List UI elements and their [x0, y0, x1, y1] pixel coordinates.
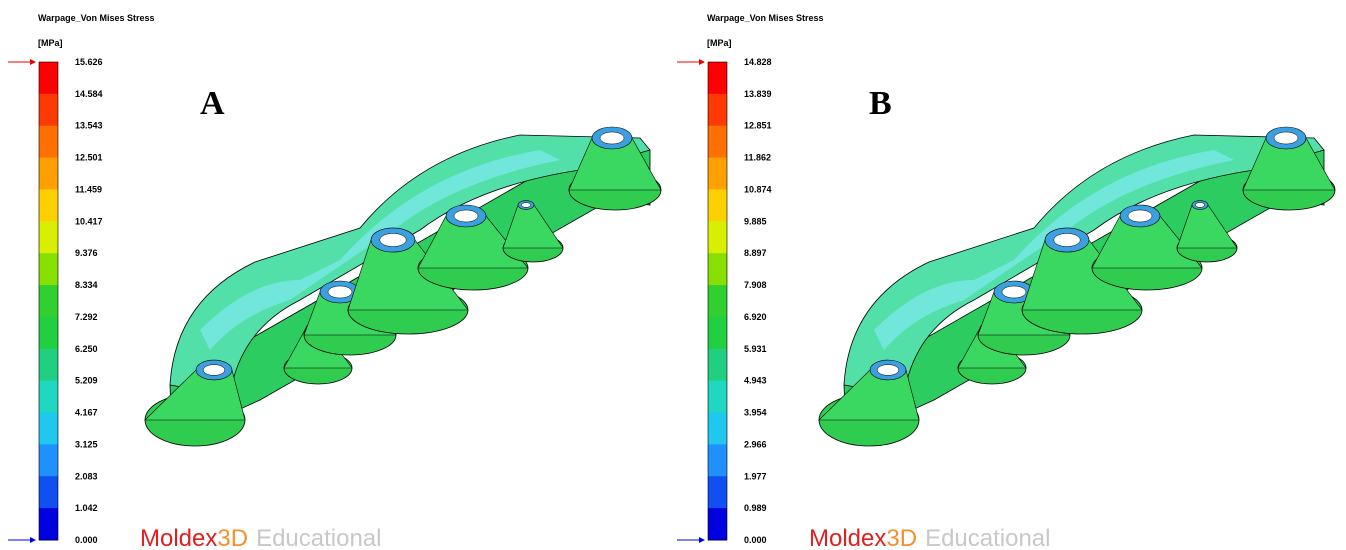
color-band — [39, 62, 58, 94]
scale-label: 0.000 — [75, 535, 98, 545]
color-band — [708, 317, 727, 349]
color-band — [708, 94, 727, 126]
scale-label: 3.125 — [75, 439, 98, 449]
scale-label: 1.977 — [744, 471, 767, 481]
color-band — [708, 126, 727, 158]
screenshot: Warpage_Von Mises Stress [MPa] 15.626 14.58… — [0, 0, 1346, 550]
cone-hole — [1054, 233, 1080, 246]
legend-title: Warpage_Von Mises Stress — [707, 13, 824, 23]
max-arrow-head — [699, 59, 705, 65]
color-band — [39, 126, 58, 158]
cone-hole — [380, 233, 406, 246]
scale-label: 11.862 — [744, 153, 771, 163]
watermark: Moldex3D Educational — [809, 525, 1051, 550]
scale-label: 8.334 — [75, 280, 98, 290]
color-band — [39, 158, 58, 190]
color-band — [39, 317, 58, 349]
legend-unit: [MPa] — [707, 38, 732, 48]
color-band — [708, 189, 727, 221]
color-band — [39, 253, 58, 285]
scale-label: 10.874 — [744, 184, 772, 194]
watermark-suffix: 3D — [217, 525, 248, 550]
color-band — [39, 508, 58, 540]
scale-label: 6.250 — [75, 344, 98, 354]
scale-label: 13.839 — [744, 89, 772, 99]
scale-label: 14.828 — [744, 57, 772, 67]
scale-label: 9.885 — [744, 216, 767, 226]
scale-label: 7.292 — [75, 312, 98, 322]
color-band — [39, 189, 58, 221]
color-band — [708, 413, 727, 445]
color-band — [708, 444, 727, 476]
min-arrow-head — [699, 537, 705, 543]
color-band — [708, 221, 727, 253]
legend-unit: [MPa] — [38, 38, 63, 48]
scale-label: 13.543 — [75, 121, 103, 131]
color-band — [708, 253, 727, 285]
color-band — [708, 349, 727, 381]
panel-label: A — [200, 85, 225, 122]
scale-label: 11.459 — [75, 184, 102, 194]
cone-hole — [1128, 210, 1152, 222]
scale-label: 12.851 — [744, 121, 772, 131]
color-band — [39, 476, 58, 508]
cone-hole — [521, 203, 531, 208]
scale-label: 5.931 — [744, 344, 767, 354]
watermark-brand: Moldex — [809, 525, 886, 550]
cone-hole — [1274, 132, 1298, 144]
color-band — [39, 381, 58, 413]
scale-label: 12.501 — [75, 153, 103, 163]
scale-label: 6.920 — [744, 312, 767, 322]
watermark: Moldex3D Educational — [140, 525, 382, 550]
cone-hole — [328, 286, 352, 298]
cone-hole — [454, 210, 478, 222]
color-band — [39, 285, 58, 317]
cone-hole — [600, 132, 624, 144]
color-band — [39, 413, 58, 445]
cone-body — [819, 370, 919, 420]
watermark-suffix: 3D — [886, 525, 917, 550]
scale-label: 8.897 — [744, 248, 767, 258]
color-band — [39, 221, 58, 253]
min-arrow-head — [30, 537, 36, 543]
scale-label: 9.376 — [75, 248, 98, 258]
panel: Warpage_Von Mises Stress [MPa] 15.626 14.58… — [8, 13, 661, 550]
color-band — [39, 94, 58, 126]
watermark-edition: Educational — [256, 525, 381, 550]
cone-hole — [1002, 286, 1026, 298]
color-band — [708, 62, 727, 94]
color-band — [708, 508, 727, 540]
cone-hole — [877, 365, 899, 376]
max-arrow-head — [30, 59, 36, 65]
scale-label: 2.083 — [75, 471, 98, 481]
cone-hole — [203, 365, 225, 376]
scale-label: 4.943 — [744, 376, 767, 386]
panel: Warpage_Von Mises Stress [MPa] 14.828 13.83… — [677, 13, 1335, 550]
scale-label: 3.954 — [744, 408, 767, 418]
scale-label: 5.209 — [75, 376, 98, 386]
watermark-brand: Moldex — [140, 525, 217, 550]
cone-hole — [1195, 203, 1205, 208]
scale-label: 15.626 — [75, 57, 103, 67]
color-band — [708, 285, 727, 317]
color-band — [708, 476, 727, 508]
color-band — [708, 381, 727, 413]
watermark-edition: Educational — [925, 525, 1050, 550]
scale-label: 7.908 — [744, 280, 767, 290]
scale-label: 0.000 — [744, 535, 767, 545]
scale-label: 14.584 — [75, 89, 103, 99]
scale-label: 1.042 — [75, 503, 98, 513]
color-band — [39, 444, 58, 476]
panel-label: B — [869, 85, 892, 122]
scale-label: 10.417 — [75, 216, 103, 226]
scale-label: 0.989 — [744, 503, 767, 513]
cone-body — [145, 370, 245, 420]
legend-title: Warpage_Von Mises Stress — [38, 13, 155, 23]
scale-label: 4.167 — [75, 408, 98, 418]
color-band — [39, 349, 58, 381]
color-band — [708, 158, 727, 190]
scale-label: 2.966 — [744, 439, 767, 449]
